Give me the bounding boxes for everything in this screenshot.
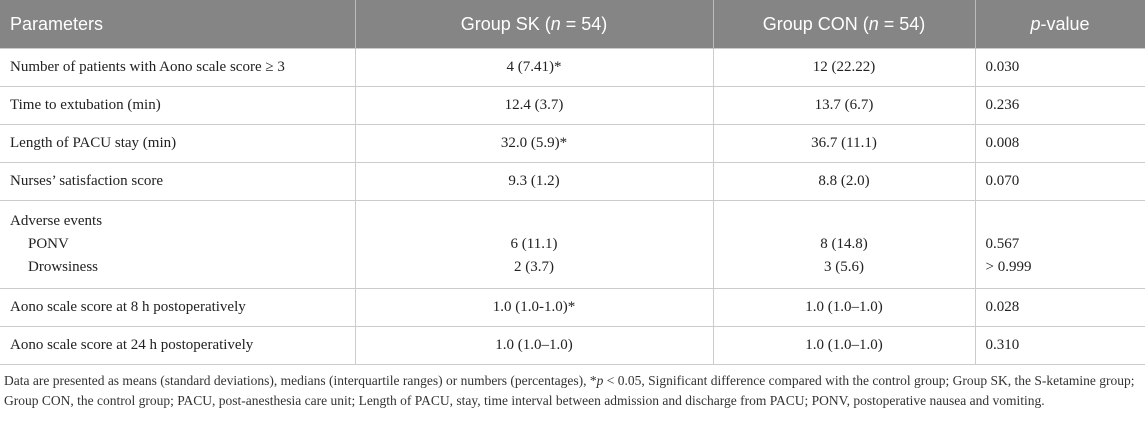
item-cell: > 0.999	[985, 259, 1032, 275]
text-part: p	[1030, 13, 1041, 34]
cell: 0.310	[974, 326, 1145, 365]
text-part: n	[868, 13, 879, 34]
cell: Number of patients with Aono scale score…	[0, 48, 356, 87]
table-row: Adverse events PONV Drowsiness 6 (11.1) 2 (…	[0, 200, 1145, 289]
cell: 0.028	[974, 288, 1145, 327]
cell: 4 (7.41)*	[354, 48, 714, 87]
cell: 6 (11.1) 2 (3.7)	[354, 200, 714, 289]
cell: 1.0 (1.0–1.0)	[712, 326, 976, 365]
cell: 0.008	[974, 124, 1145, 163]
cell: 13.7 (6.7)	[712, 86, 976, 125]
cell: Time to extubation (min)	[0, 86, 356, 125]
text-part: < 0.05, Significant difference compared …	[4, 373, 1135, 408]
item-cell: PONV	[28, 236, 69, 252]
cell: 36.7 (11.1)	[712, 124, 976, 163]
cell: Aono scale score at 24 h postoperatively	[0, 326, 356, 365]
group-label: Adverse events	[10, 213, 103, 229]
item-cell: 2 (3.7)	[514, 259, 554, 275]
item-cell: 8 (14.8)	[820, 236, 868, 252]
text-part: Group CON (	[762, 13, 869, 34]
table-row: Length of PACU stay (min) 32.0 (5.9)* 36.7…	[0, 124, 1145, 163]
cell: Length of PACU stay (min)	[0, 124, 356, 163]
cell: Nurses’ satisfaction score	[0, 162, 356, 201]
item-cell: 6 (11.1)	[510, 236, 558, 252]
table-row: Nurses’ satisfaction score 9.3 (1.2) 8.8 (…	[0, 162, 1145, 201]
cell: 0.567 > 0.999	[974, 200, 1145, 289]
text-part: -value	[1040, 13, 1090, 34]
header-row: Parameters Group SK (n = 54) Group CON (n …	[0, 0, 1145, 49]
cell: 12 (22.22)	[712, 48, 976, 87]
table-row: Aono scale score at 24 h postoperatively…	[0, 326, 1145, 365]
spacer	[986, 210, 1136, 233]
cell: 1.0 (1.0–1.0)	[354, 326, 714, 365]
cell: 9.3 (1.2)	[354, 162, 714, 201]
cell: 1.0 (1.0-1.0)*	[354, 288, 714, 327]
text-part: = 54)	[560, 13, 608, 34]
spacer	[366, 210, 703, 233]
cell: 0.236	[974, 86, 1145, 125]
spacer	[724, 210, 965, 233]
cell: 0.070	[974, 162, 1145, 201]
table-row: Aono scale score at 8 h postoperatively 1…	[0, 288, 1145, 327]
table-row: Time to extubation (min) 12.4 (3.7) 13.7 (…	[0, 86, 1145, 125]
text-part: = 54)	[878, 13, 926, 34]
cell: 0.030	[974, 48, 1145, 87]
table-row: Number of patients with Aono scale score…	[0, 48, 1145, 87]
text-part: Data are presented as means (standard de…	[4, 373, 597, 388]
cell: 12.4 (3.7)	[354, 86, 714, 125]
footnote: Data are presented as means (standard de…	[0, 365, 1145, 411]
header-cell: Group CON (n = 54)	[713, 0, 976, 49]
text-part: Parameters	[10, 13, 104, 34]
item-cell: 3 (5.6)	[824, 259, 864, 275]
text-part: p	[596, 373, 604, 388]
cell: Aono scale score at 8 h postoperatively	[0, 288, 356, 327]
cell: 8 (14.8) 3 (5.6)	[712, 200, 976, 289]
text-part: Group SK (	[460, 13, 551, 34]
table: Parameters Group SK (n = 54) Group CON (n …	[0, 0, 1145, 365]
cell: Adverse events PONV Drowsiness	[0, 200, 356, 289]
cell: 1.0 (1.0–1.0)	[712, 288, 976, 327]
header-cell: Parameters	[0, 0, 356, 49]
item-cell: Drowsiness	[28, 259, 98, 275]
cell: 32.0 (5.9)*	[354, 124, 714, 163]
cell: 8.8 (2.0)	[712, 162, 976, 201]
header-cell: Group SK (n = 54)	[355, 0, 714, 49]
header-cell: p-value	[975, 0, 1145, 49]
text-part: n	[550, 13, 561, 34]
item-cell: 0.567	[985, 236, 1020, 252]
